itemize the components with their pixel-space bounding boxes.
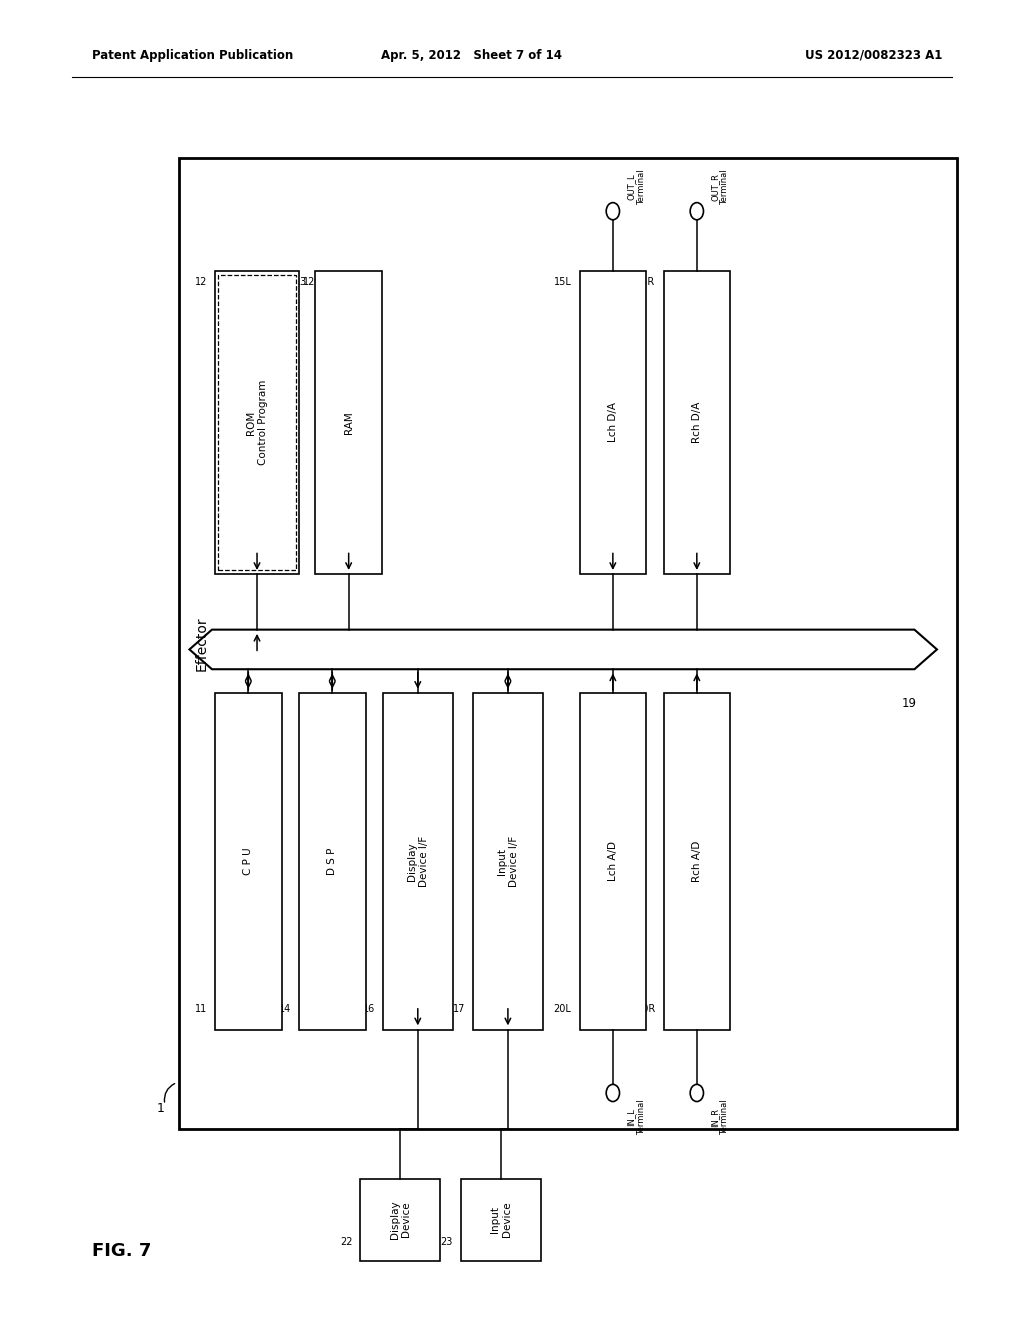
Bar xyxy=(664,693,730,1030)
Bar xyxy=(179,158,957,1129)
Text: Patent Application Publication: Patent Application Publication xyxy=(92,49,294,62)
Text: FIG. 7: FIG. 7 xyxy=(92,1242,152,1261)
Bar xyxy=(580,693,646,1030)
Text: 19: 19 xyxy=(901,697,916,710)
Bar xyxy=(299,693,366,1030)
Text: 12: 12 xyxy=(195,277,207,288)
Text: RAM: RAM xyxy=(344,411,353,434)
Text: C P U: C P U xyxy=(244,847,253,875)
Text: Display
Device I/F: Display Device I/F xyxy=(407,836,429,887)
Bar xyxy=(383,693,453,1030)
Text: D S P: D S P xyxy=(328,847,337,875)
Text: IN_R
Terminal: IN_R Terminal xyxy=(711,1100,729,1135)
Text: Lch D/A: Lch D/A xyxy=(608,403,617,442)
Text: Lch A/D: Lch A/D xyxy=(608,841,617,882)
Bar xyxy=(580,271,646,574)
Text: 20R: 20R xyxy=(636,1003,655,1014)
Text: Input
Device: Input Device xyxy=(489,1203,512,1237)
Text: US 2012/0082323 A1: US 2012/0082323 A1 xyxy=(805,49,942,62)
Text: 1: 1 xyxy=(157,1102,165,1115)
Text: 12a: 12a xyxy=(303,277,322,288)
Text: OUT_L
Terminal: OUT_L Terminal xyxy=(627,169,645,205)
Text: 15L: 15L xyxy=(554,277,571,288)
Text: Display
Device: Display Device xyxy=(389,1200,412,1239)
Text: 17: 17 xyxy=(453,1003,465,1014)
Bar xyxy=(215,693,282,1030)
Text: Input
Device I/F: Input Device I/F xyxy=(497,836,519,887)
Text: Effector: Effector xyxy=(195,616,209,671)
Text: 11: 11 xyxy=(195,1003,207,1014)
Text: 23: 23 xyxy=(440,1237,453,1247)
Text: ROM
Control Program: ROM Control Program xyxy=(246,380,268,465)
Bar xyxy=(461,1179,541,1261)
Text: 15R: 15R xyxy=(636,277,655,288)
Bar xyxy=(664,271,730,574)
Bar xyxy=(473,693,543,1030)
Text: OUT_R
Terminal: OUT_R Terminal xyxy=(711,169,729,205)
Bar xyxy=(215,271,299,574)
Bar xyxy=(360,1179,440,1261)
Text: Rch D/A: Rch D/A xyxy=(692,401,701,444)
Text: 22: 22 xyxy=(340,1237,352,1247)
Bar xyxy=(315,271,382,574)
Text: Rch A/D: Rch A/D xyxy=(692,841,701,882)
Text: IN_L
Terminal: IN_L Terminal xyxy=(627,1100,645,1135)
Text: 13: 13 xyxy=(295,277,307,288)
Text: Apr. 5, 2012   Sheet 7 of 14: Apr. 5, 2012 Sheet 7 of 14 xyxy=(381,49,561,62)
Text: 20L: 20L xyxy=(554,1003,571,1014)
Text: 14: 14 xyxy=(279,1003,291,1014)
Bar xyxy=(218,275,296,570)
Polygon shape xyxy=(189,630,937,669)
Text: 16: 16 xyxy=(362,1003,375,1014)
